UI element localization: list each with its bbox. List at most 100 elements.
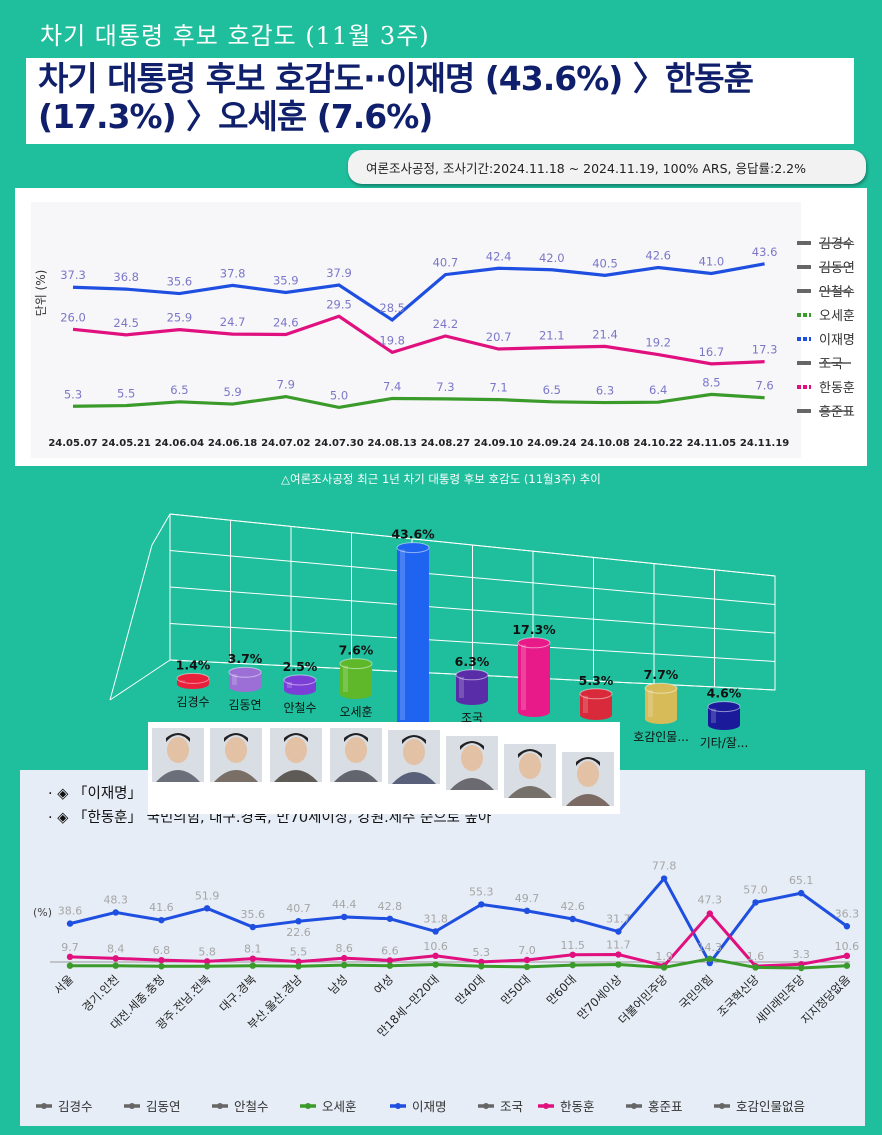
bar-value-label: 7.6% (339, 643, 374, 658)
series-point (615, 928, 622, 935)
bar-category-label: 김동연 (228, 698, 261, 712)
trend-chart-panel: 단위 (%) 24.05.07 24.05.21 24.06.04 24.06.18 24… (15, 188, 867, 466)
data-label: 31.8 (423, 912, 448, 925)
bar-body (580, 693, 612, 715)
data-label: 6.6 (381, 944, 399, 957)
bar-value-label: 43.6% (391, 527, 435, 542)
data-label: 40.7 (433, 256, 459, 270)
data-label: 37.3 (60, 268, 86, 282)
photo-suit (508, 786, 552, 798)
series-point (341, 913, 348, 921)
data-label: 1.6 (747, 950, 765, 963)
bar-category-label: 오세훈 (339, 705, 372, 719)
x-tick-label: 24.10.22 (634, 438, 683, 449)
data-label: 31.7 (606, 913, 631, 926)
x-tick-label: 24.11.05 (687, 438, 736, 449)
photo-hair (344, 733, 368, 742)
photo-face (403, 739, 425, 765)
data-label: 11.5 (560, 939, 585, 952)
bar-category-label: 호감인물... (633, 730, 689, 744)
data-label: 5.3 (64, 387, 82, 401)
x-tick-label: 지지정당없음 (798, 972, 853, 1027)
photo-hair (460, 741, 484, 750)
x-tick-label: 24.08.13 (368, 438, 417, 449)
data-label: 25.9 (167, 311, 193, 325)
data-label: 44.4 (332, 898, 357, 911)
series-point (478, 963, 485, 970)
bar-category-label: 조국 (461, 711, 483, 725)
legend-item: 이재명 (412, 1099, 447, 1114)
plot-area (31, 202, 801, 458)
series-point (386, 962, 394, 969)
x-tick-label: 국민의힘 (676, 972, 716, 1012)
x-tick-label: 여성 (371, 972, 396, 997)
x-tick-label: 24.11.19 (740, 438, 789, 449)
data-label: 5.0 (330, 388, 348, 402)
legend-item: 안철수 (819, 285, 855, 300)
source-text: 여론조사공정, 조사기간:2024.11.18 ~ 2024.11.19, 10… (366, 161, 806, 176)
legend-item: 김동연 (819, 261, 855, 276)
data-label: 41.0 (699, 254, 725, 268)
bar-bottom (456, 695, 488, 705)
candidate-photo (330, 728, 382, 782)
bar-top (579, 688, 613, 700)
legend-item: 안철수 (234, 1099, 269, 1114)
data-label: 42.6 (645, 249, 671, 263)
series-point (569, 961, 576, 969)
data-label: 21.1 (539, 329, 565, 343)
photo-hair (518, 749, 542, 758)
bar-bottom (284, 685, 316, 695)
series-point (341, 954, 348, 962)
bar-highlight (232, 674, 237, 685)
series-point (158, 916, 165, 924)
legend-item: 오세훈 (819, 309, 855, 324)
photo-suit (156, 770, 200, 782)
candidate-photos (148, 722, 620, 814)
data-label: 28.5 (379, 301, 405, 315)
bar-category-label: 기타/잘... (700, 736, 749, 750)
series-point (752, 964, 759, 971)
series-point (66, 920, 74, 927)
series-point (295, 917, 302, 925)
series-point (752, 899, 759, 906)
photo-hair (224, 733, 248, 742)
series-point (66, 962, 74, 969)
legend-marker (395, 1103, 401, 1109)
photo-face (345, 737, 367, 763)
title-box: 차기 대통령 후보 호감도··이재명 (43.6%) 〉한동훈 (17.3%) … (26, 58, 854, 144)
series-point (341, 961, 348, 969)
photo-hair (284, 733, 308, 742)
data-label: 37.9 (326, 266, 352, 280)
series-line-이재명 (72, 262, 765, 322)
x-tick-label: 24.05.07 (48, 438, 97, 449)
bar-highlight (180, 680, 185, 682)
data-label: 51.9 (195, 889, 220, 902)
data-label: 24.7 (220, 315, 246, 329)
data-label: 43.6 (752, 245, 778, 259)
series-point (432, 928, 439, 935)
series-point (660, 964, 668, 971)
series-point (203, 963, 211, 970)
bar-한동훈 (517, 637, 551, 717)
data-label: 19.2 (645, 336, 671, 350)
x-tick-label: 24.07.02 (261, 438, 310, 449)
series-point (295, 963, 302, 970)
series-point (843, 962, 851, 969)
bar-top (707, 701, 741, 713)
data-label: 8.1 (244, 943, 261, 956)
series-point (798, 889, 805, 897)
data-label: 8.6 (335, 942, 353, 955)
x-tick-label: 더불어민주당 (615, 972, 670, 1027)
data-label: 36.8 (113, 270, 139, 284)
photo-face (285, 737, 307, 763)
bar-bottom (340, 689, 372, 699)
legend-item: 김경수 (58, 1099, 93, 1114)
photo-face (519, 753, 541, 779)
data-label: 7.1 (489, 381, 507, 395)
data-label: 10.6 (423, 940, 448, 953)
data-label: 7.9 (277, 378, 295, 392)
bar-value-label: 1.4% (176, 657, 211, 672)
legend-item: 한동훈 (560, 1099, 595, 1114)
side-edge (151, 513, 171, 546)
bar-호감인물... (644, 682, 678, 724)
